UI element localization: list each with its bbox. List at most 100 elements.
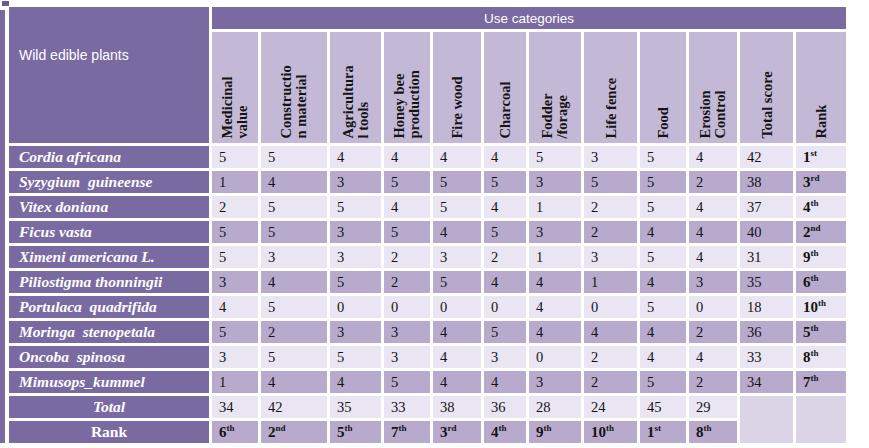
rank-cell: 6th <box>212 421 258 443</box>
score-cell: 5 <box>261 196 327 218</box>
plant-row-vitex-doniana: Vitex doniana2554541254374th <box>9 196 846 218</box>
score-cell: 2 <box>384 271 430 293</box>
scan-corner-mark <box>2 1 9 6</box>
rank-row-label: Rank <box>9 421 209 443</box>
score-cell: 4 <box>384 196 430 218</box>
score-cell: 3 <box>212 346 258 368</box>
plant-name-cell: Ximeni americana L. <box>9 246 209 268</box>
score-cell: 4 <box>584 321 637 343</box>
rank-ordinal-suffix: th <box>606 423 614 433</box>
rank-cell: 4th <box>796 196 846 218</box>
column-header-label: Honey bee production <box>392 34 422 141</box>
rank-ordinal-suffix: th <box>544 423 552 433</box>
score-cell: 3 <box>529 371 581 393</box>
score-cell: 4 <box>261 271 327 293</box>
score-cell: 34 <box>740 371 793 393</box>
rank-cell: 8th <box>689 421 737 443</box>
empty-cell <box>796 396 846 443</box>
rank-ordinal-suffix: th <box>227 423 235 433</box>
score-cell: 4 <box>640 271 686 293</box>
score-cell: 4 <box>689 221 737 243</box>
column-header-label: Total score <box>759 34 774 141</box>
score-cell: 5 <box>212 221 258 243</box>
rank-cell: 9th <box>529 421 581 443</box>
score-cell: 3 <box>261 246 327 268</box>
score-cell: 5 <box>584 171 637 193</box>
rank-cell: 7th <box>796 371 846 393</box>
score-cell: 5 <box>640 371 686 393</box>
column-header-constructio-n-material: Constructio n material <box>261 32 327 143</box>
plant-row-ximeni-americana-l: Ximeni americana L.5332321354319th <box>9 246 846 268</box>
column-header-label: Food <box>656 34 671 141</box>
score-cell: 2 <box>689 321 737 343</box>
score-cell: 3 <box>330 246 381 268</box>
column-header-fire-wood: Fire wood <box>433 32 481 143</box>
score-cell: 5 <box>433 271 481 293</box>
plant-row-oncoba-spinosa: Oncoba spinosa3553430244338th <box>9 346 846 368</box>
banner-row: Wild edible plants Use categories <box>9 7 846 29</box>
rank-ordinal-suffix: th <box>499 423 507 433</box>
score-cell: 45 <box>640 396 686 418</box>
column-header-honey-bee-production: Honey bee production <box>384 32 430 143</box>
score-cell: 4 <box>640 321 686 343</box>
score-cell: 5 <box>330 271 381 293</box>
column-header-label: Rank <box>814 34 829 141</box>
score-cell: 3 <box>330 221 381 243</box>
score-cell: 2 <box>689 171 737 193</box>
score-cell: 29 <box>689 396 737 418</box>
score-cell: 24 <box>584 396 637 418</box>
score-cell: 31 <box>740 246 793 268</box>
score-cell: 5 <box>484 171 526 193</box>
score-cell: 3 <box>330 171 381 193</box>
column-header-erosion-control: Erosion Control <box>689 32 737 143</box>
score-cell: 0 <box>584 296 637 318</box>
score-cell: 5 <box>484 321 526 343</box>
score-cell: 4 <box>433 146 481 168</box>
score-cell: 34 <box>212 396 258 418</box>
score-cell: 4 <box>640 346 686 368</box>
column-header-rank: Rank <box>796 32 846 143</box>
total-row-label: Total <box>9 396 209 418</box>
rank-cell: 5th <box>330 421 381 443</box>
rank-cell: 10th <box>796 296 846 318</box>
plant-name-cell: Oncoba spinosa <box>9 346 209 368</box>
score-cell: 0 <box>330 296 381 318</box>
score-cell: 28 <box>529 396 581 418</box>
column-header-label: Life fence <box>603 34 618 141</box>
score-cell: 0 <box>529 346 581 368</box>
score-cell: 4 <box>384 146 430 168</box>
score-cell: 5 <box>330 346 381 368</box>
plant-row-ficus-vasta: Ficus vasta5535453244402nd <box>9 221 846 243</box>
score-cell: 4 <box>529 271 581 293</box>
score-cell: 4 <box>529 321 581 343</box>
rank-number: 7 <box>391 424 399 440</box>
score-cell: 36 <box>484 396 526 418</box>
score-cell: 4 <box>484 371 526 393</box>
plant-name-cell: Syzygium guineense <box>9 171 209 193</box>
column-header-medicinal-value: Medicinal value <box>212 32 258 143</box>
rank-number: 9 <box>536 424 544 440</box>
plant-name-cell: Mimusops_kummel <box>9 371 209 393</box>
rank-ordinal-suffix: th <box>811 348 819 358</box>
rank-ordinal-suffix: st <box>655 423 662 433</box>
rank-number: 1 <box>647 424 655 440</box>
column-header-food: Food <box>640 32 686 143</box>
score-cell: 1 <box>212 371 258 393</box>
score-cell: 5 <box>640 146 686 168</box>
score-cell: 42 <box>740 146 793 168</box>
rank-number: 6 <box>219 424 227 440</box>
column-header-label: Fodder /forage <box>540 34 570 141</box>
rank-ordinal-suffix: rd <box>811 173 820 183</box>
score-cell: 1 <box>212 171 258 193</box>
column-header-life-fence: Life fence <box>584 32 637 143</box>
score-cell: 42 <box>261 396 327 418</box>
score-cell: 0 <box>484 296 526 318</box>
rank-number: 10 <box>591 424 606 440</box>
score-cell: 3 <box>529 171 581 193</box>
wild-edible-plants-use-categories-table: Wild edible plants Use categories Medici… <box>6 4 849 446</box>
rank-number: 2 <box>803 224 811 240</box>
score-cell: 5 <box>640 246 686 268</box>
rank-number: 4 <box>803 199 811 215</box>
rank-cell: 2nd <box>261 421 327 443</box>
rank-ordinal-suffix: th <box>811 248 819 258</box>
